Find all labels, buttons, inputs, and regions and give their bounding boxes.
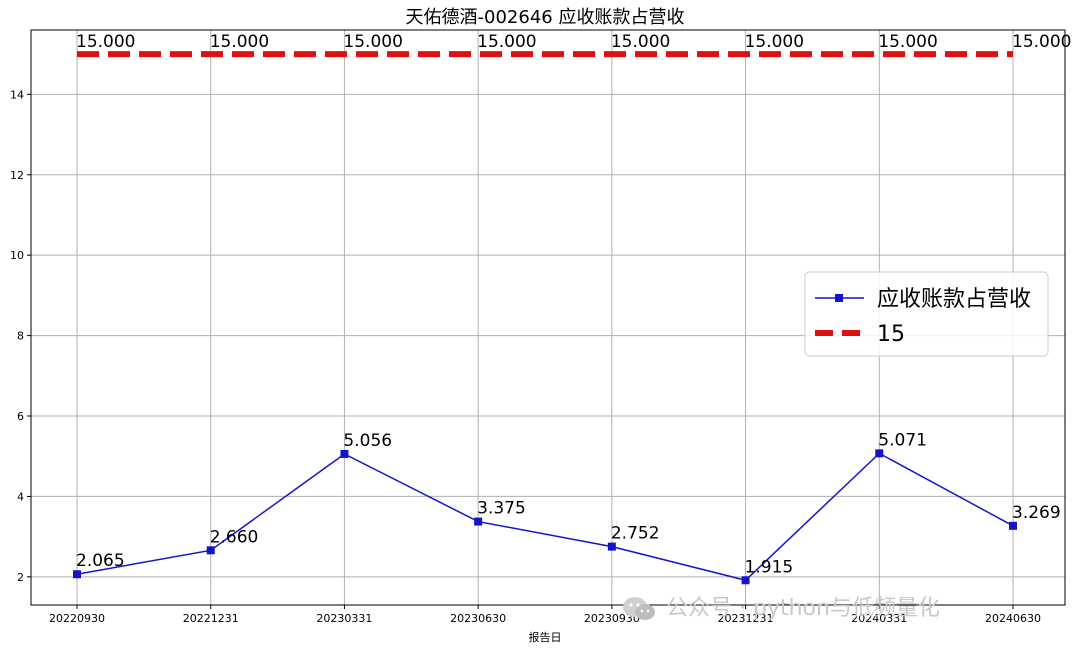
- legend-swatch-marker: [835, 294, 843, 302]
- wechat-icon: [622, 596, 656, 622]
- data-point-marker: [741, 576, 750, 585]
- series: [73, 51, 1017, 585]
- data-label: 5.071: [878, 430, 927, 450]
- data-label: 2.660: [210, 527, 259, 547]
- watermark: 公众号 · python与低频量化: [622, 590, 940, 622]
- plot-area-frame: [30, 29, 1066, 606]
- legend-label-threshold: 15: [877, 322, 905, 347]
- threshold-data-label: 15.000: [76, 32, 135, 52]
- x-tick-label: 20220930: [49, 612, 105, 625]
- threshold-data-label: 15.000: [210, 32, 269, 52]
- data-label: 2.752: [611, 524, 660, 544]
- chart-title: 天佑德酒-002646 应收账款占营收: [406, 7, 685, 28]
- data-point-marker: [73, 570, 81, 579]
- data-label: 2.065: [76, 551, 125, 571]
- y-tick-label: 4: [17, 490, 24, 503]
- threshold-data-label: 15.000: [878, 32, 937, 52]
- threshold-data-label: 15.000: [1012, 32, 1071, 52]
- y-tick-label: 6: [17, 410, 24, 423]
- data-label: 5.056: [343, 431, 392, 451]
- x-tick-label: 20221231: [183, 612, 239, 625]
- x-tick-label: 20231231: [718, 612, 774, 625]
- legend-box: [804, 271, 1049, 357]
- threshold-data-label: 15.000: [745, 32, 804, 52]
- y-tick-label: 2: [17, 571, 24, 584]
- threshold-data-label: 15.000: [477, 32, 536, 52]
- watermark-text: 公众号 · python与低频量化: [666, 596, 940, 621]
- legend: 应收账款占营收 15: [804, 271, 1049, 357]
- y-axis-ticks: 2 4 6 8 10 12 14: [10, 88, 31, 584]
- data-point-marker: [875, 449, 884, 458]
- legend-label-series: 应收账款占营收: [877, 287, 1031, 312]
- threshold-data-label: 15.000: [343, 32, 402, 52]
- y-tick-label: 10: [10, 249, 24, 262]
- x-tick-label: 20230331: [316, 612, 372, 625]
- data-point-marker: [607, 542, 616, 551]
- data-point-marker: [474, 517, 483, 526]
- threshold-data-label: 15.000: [611, 32, 670, 52]
- x-tick-label: 20240331: [851, 612, 907, 625]
- x-axis-label: 报告日: [529, 630, 562, 644]
- data-label: 1.915: [745, 557, 794, 577]
- y-tick-label: 8: [17, 330, 24, 343]
- x-tick-label: 20230930: [584, 612, 640, 625]
- x-tick-label: 20230630: [450, 612, 506, 625]
- y-tick-label: 12: [10, 169, 24, 182]
- data-point-marker: [206, 546, 215, 555]
- x-tick-label: 20240630: [985, 612, 1041, 625]
- series-line: [76, 452, 1014, 582]
- data-point-marker: [340, 449, 349, 458]
- data-label: 3.375: [477, 499, 526, 519]
- data-labels: 2.065 2.660 5.056 3.375 2.752 1.915 5.071 3.269…: [76, 32, 1071, 577]
- x-axis-ticks: 20220930 20221231 20230331 20230630 20230930…: [49, 605, 1041, 625]
- y-tick-label: 14: [10, 88, 24, 101]
- data-label: 3.269: [1012, 503, 1061, 523]
- data-point-marker: [1009, 521, 1017, 530]
